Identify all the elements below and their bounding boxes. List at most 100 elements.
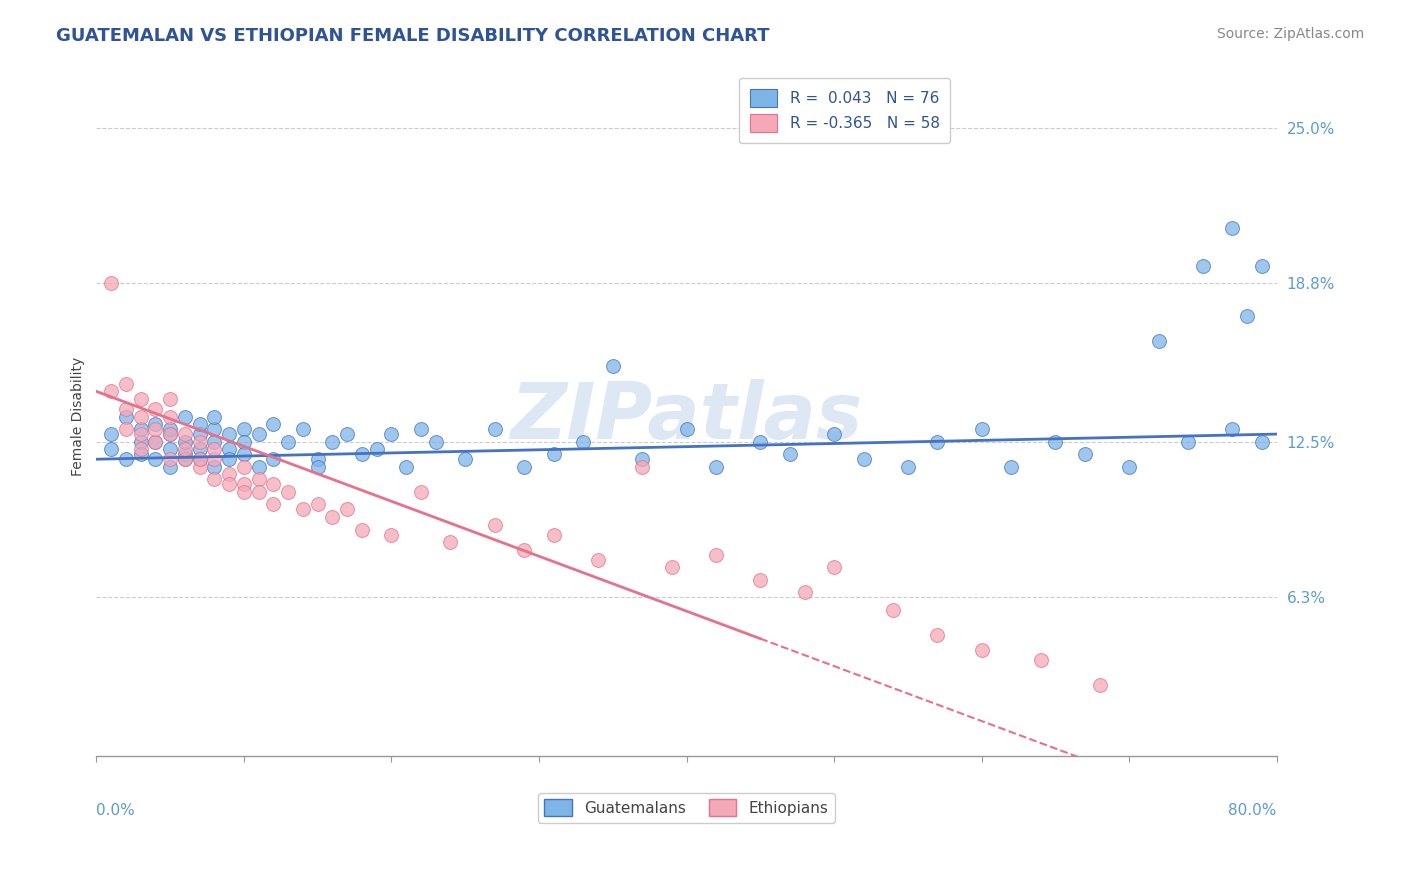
Point [543, 527, 565, 541]
Point [129, 442, 152, 457]
Point [927, 434, 949, 449]
Point [970, 422, 993, 436]
Point [115, 452, 138, 467]
Text: ZIPatlas: ZIPatlas [510, 378, 863, 455]
Point [202, 452, 225, 467]
Point [247, 427, 270, 442]
Point [247, 472, 270, 486]
Point [202, 442, 225, 457]
Point [1147, 334, 1170, 348]
Point [188, 434, 211, 449]
Point [409, 422, 432, 436]
Point [897, 459, 920, 474]
Point [1045, 434, 1067, 449]
Point [484, 422, 506, 436]
Point [321, 510, 343, 524]
Point [1000, 459, 1022, 474]
Point [409, 484, 432, 499]
Text: Source: ZipAtlas.com: Source: ZipAtlas.com [1216, 27, 1364, 41]
Point [247, 484, 270, 499]
Point [129, 422, 152, 436]
Point [188, 427, 211, 442]
Point [145, 422, 167, 436]
Point [823, 560, 845, 574]
Text: GUATEMALAN VS ETHIOPIAN FEMALE DISABILITY CORRELATION CHART: GUATEMALAN VS ETHIOPIAN FEMALE DISABILIT… [56, 27, 769, 45]
Point [1118, 459, 1140, 474]
Point [159, 452, 181, 467]
Point [218, 452, 240, 467]
Point [173, 427, 195, 442]
Point [218, 427, 240, 442]
Point [704, 548, 727, 562]
Point [1088, 678, 1111, 692]
Point [232, 447, 254, 461]
Point [380, 527, 402, 541]
Point [602, 359, 624, 374]
Point [232, 434, 254, 449]
Y-axis label: Female Disability: Female Disability [72, 357, 86, 476]
Point [218, 477, 240, 491]
Point [749, 434, 772, 449]
Point [129, 409, 152, 424]
Point [1074, 447, 1097, 461]
Point [1222, 221, 1244, 235]
Point [1222, 422, 1244, 436]
Point [291, 502, 314, 516]
Point [115, 401, 138, 416]
Point [484, 517, 506, 532]
Point [202, 459, 225, 474]
Point [202, 422, 225, 436]
Point [513, 542, 536, 557]
Point [307, 452, 329, 467]
Point [159, 427, 181, 442]
Point [232, 422, 254, 436]
Point [395, 459, 418, 474]
Point [1251, 259, 1274, 273]
Point [823, 427, 845, 442]
Point [262, 452, 284, 467]
Point [100, 427, 122, 442]
Point [336, 502, 359, 516]
Point [173, 452, 195, 467]
Point [513, 459, 536, 474]
Text: 0.0%: 0.0% [97, 803, 135, 818]
Point [100, 384, 122, 399]
Point [439, 535, 461, 549]
Point [173, 434, 195, 449]
Point [173, 452, 195, 467]
Point [661, 560, 683, 574]
Point [262, 497, 284, 511]
Point [188, 452, 211, 467]
Point [1029, 653, 1052, 667]
Point [232, 477, 254, 491]
Point [262, 477, 284, 491]
Point [129, 447, 152, 461]
Point [202, 434, 225, 449]
Point [425, 434, 447, 449]
Point [145, 417, 167, 431]
Point [307, 459, 329, 474]
Text: 80.0%: 80.0% [1229, 803, 1277, 818]
Point [202, 472, 225, 486]
Point [454, 452, 477, 467]
Point [749, 573, 772, 587]
Point [145, 401, 167, 416]
Point [129, 434, 152, 449]
Point [145, 452, 167, 467]
Point [852, 452, 875, 467]
Point [779, 447, 801, 461]
Point [232, 459, 254, 474]
Point [159, 392, 181, 406]
Point [202, 409, 225, 424]
Point [173, 442, 195, 457]
Point [1177, 434, 1199, 449]
Point [129, 427, 152, 442]
Point [277, 434, 299, 449]
Point [188, 452, 211, 467]
Point [366, 442, 388, 457]
Point [675, 422, 697, 436]
Point [586, 552, 609, 566]
Point [247, 459, 270, 474]
Point [704, 459, 727, 474]
Point [1192, 259, 1215, 273]
